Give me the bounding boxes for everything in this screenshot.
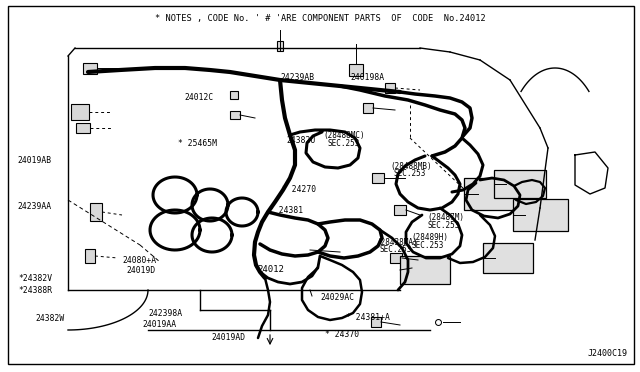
Text: 24019AA: 24019AA <box>142 320 176 329</box>
Text: 24239AA: 24239AA <box>18 202 52 211</box>
Bar <box>483 243 533 273</box>
Bar <box>385 83 395 93</box>
Bar <box>513 199 568 231</box>
Bar <box>76 123 90 133</box>
Text: J2400C19: J2400C19 <box>588 349 628 358</box>
Bar <box>230 91 238 99</box>
Text: * NOTES , CODE No. ' # 'ARE COMPONENT PARTS  OF  CODE  No.24012: * NOTES , CODE No. ' # 'ARE COMPONENT PA… <box>155 14 485 23</box>
Bar <box>372 173 384 183</box>
Bar <box>83 63 97 74</box>
Bar <box>230 111 240 119</box>
Text: (28438MA): (28438MA) <box>376 238 418 247</box>
Text: 24239AB: 24239AB <box>280 73 314 82</box>
Bar <box>363 103 373 113</box>
Bar <box>90 203 102 221</box>
Bar <box>394 205 406 215</box>
Text: (28487M): (28487M) <box>428 214 465 222</box>
Text: (28488MC): (28488MC) <box>324 131 365 140</box>
Text: 24080+A: 24080+A <box>122 256 156 265</box>
Text: (28489H): (28489H) <box>412 233 449 242</box>
Text: 24019AD: 24019AD <box>211 333 245 342</box>
Text: 240198A: 240198A <box>351 73 385 82</box>
Text: 24382W: 24382W <box>35 314 65 323</box>
Text: *24388R: *24388R <box>18 286 52 295</box>
Text: (28488MB): (28488MB) <box>390 162 432 171</box>
Text: 24382U: 24382U <box>287 136 316 145</box>
Text: 24012C: 24012C <box>184 93 214 102</box>
Text: SEC.253: SEC.253 <box>412 241 444 250</box>
Text: * 24370: * 24370 <box>325 330 359 339</box>
Bar <box>349 64 363 76</box>
Bar <box>371 317 381 327</box>
Text: * 24381+A: * 24381+A <box>346 313 390 322</box>
Text: SEC.253: SEC.253 <box>327 139 360 148</box>
Bar <box>277 41 283 51</box>
Text: 24019AB: 24019AB <box>18 156 52 165</box>
Text: * 24270: * 24270 <box>282 185 316 194</box>
Text: 24012: 24012 <box>257 265 284 274</box>
Text: 24019D: 24019D <box>127 266 156 275</box>
Text: * 25465M: * 25465M <box>178 139 217 148</box>
Text: SEC.253: SEC.253 <box>428 221 460 230</box>
Bar <box>494 170 546 198</box>
Bar <box>464 178 516 210</box>
Bar <box>400 256 450 284</box>
Bar <box>85 249 95 263</box>
Text: 24029AC: 24029AC <box>320 293 354 302</box>
Bar <box>71 104 89 120</box>
Bar <box>390 253 402 263</box>
Text: * 24381: * 24381 <box>269 206 303 215</box>
Text: SEC.253: SEC.253 <box>394 169 426 178</box>
Text: 242398A: 242398A <box>148 309 182 318</box>
Text: *24382V: *24382V <box>18 274 52 283</box>
Text: SEC.253: SEC.253 <box>380 246 412 254</box>
